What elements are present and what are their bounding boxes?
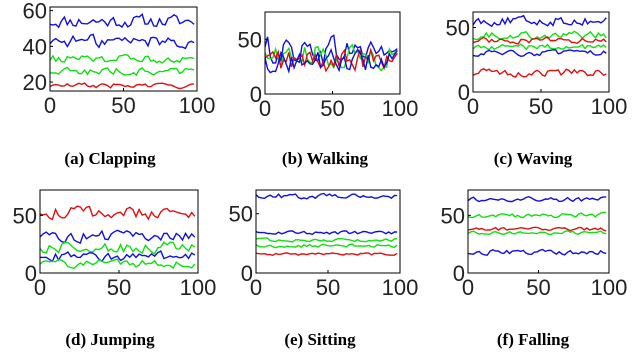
series-line-blue (39, 249, 196, 263)
series-line-green (264, 43, 398, 72)
series-line-green (255, 243, 398, 249)
x-tick-label: 100 (382, 96, 419, 121)
x-tick-label: 0 (44, 93, 56, 118)
series-line-green (49, 53, 195, 64)
x-tick-label: 0 (34, 275, 46, 300)
series-line-red (467, 226, 607, 232)
series-line-green (467, 211, 607, 219)
series-line-green (472, 43, 607, 51)
chart-panel: 0 50 100 0 50 (f) Falling (441, 189, 628, 349)
y-tick-label: 50 (238, 27, 262, 52)
series-line-red (472, 36, 607, 45)
panel-caption: (d) Jumping (65, 330, 155, 349)
series-line-blue (39, 229, 196, 245)
x-tick-label: 100 (179, 93, 216, 118)
series-line-red (39, 205, 196, 221)
panel-caption: (e) Sitting (284, 330, 356, 349)
x-tick-label: 50 (320, 96, 344, 121)
chart-panel: 0 50 100 0 50 (c) Waving (446, 11, 628, 168)
y-tick-label: 60 (23, 0, 47, 24)
x-tick-label: 100 (591, 275, 628, 300)
plot-area-frame (49, 6, 198, 92)
chart-panels: 0 50 100 20 40 60 (a) Clapping 0 50 100 0 50 (b) Wal… (13, 0, 628, 349)
panel-caption: (a) Clapping (64, 149, 156, 168)
series-line-green (39, 241, 196, 255)
y-tick-label: 20 (23, 70, 47, 95)
series-line-blue (472, 14, 607, 28)
chart-panel: 0 50 100 0 50 (b) Walking (238, 11, 419, 168)
series-line-green (467, 230, 607, 236)
series-line-red (472, 67, 607, 78)
y-tick-label: 40 (23, 34, 47, 59)
series-line-blue (467, 195, 607, 203)
x-tick-label: 50 (107, 275, 131, 300)
y-tick-label: 50 (446, 15, 470, 40)
y-tick-label: 0 (250, 82, 262, 107)
series-line-blue (264, 34, 398, 64)
y-tick-label: 50 (13, 203, 37, 228)
series-line-blue (264, 47, 398, 74)
chart-panel: 0 50 100 20 40 60 (a) Clapping (23, 0, 216, 168)
series-line-green (39, 258, 196, 270)
panel-caption: (c) Waving (494, 149, 573, 168)
y-tick-label: 0 (25, 261, 37, 286)
series-line-blue (255, 230, 398, 236)
x-tick-label: 100 (591, 94, 628, 119)
series-line-red (49, 82, 195, 90)
series-line-blue (49, 33, 195, 50)
series-line-blue (255, 192, 398, 200)
series-line-green (472, 30, 607, 41)
y-tick-label: 0 (241, 261, 253, 286)
x-tick-label: 50 (529, 94, 553, 119)
x-tick-label: 0 (259, 96, 271, 121)
panel-caption: (b) Walking (282, 149, 369, 168)
series-line-blue (467, 248, 607, 256)
x-tick-label: 0 (462, 275, 474, 300)
series-line-blue (49, 13, 195, 29)
x-tick-label: 0 (467, 94, 479, 119)
series-line-red (255, 252, 398, 257)
y-tick-label: 0 (458, 80, 470, 105)
x-tick-label: 100 (180, 275, 217, 300)
chart-panel: 0 50 100 0 50 (d) Jumping (13, 189, 217, 349)
y-tick-label: 0 (453, 261, 465, 286)
x-tick-label: 50 (526, 275, 550, 300)
x-tick-label: 50 (316, 275, 340, 300)
series-line-blue (472, 49, 607, 58)
y-tick-label: 50 (441, 203, 465, 228)
x-tick-label: 50 (111, 93, 135, 118)
plot-area-frame (467, 189, 610, 274)
x-tick-label: 100 (382, 275, 419, 300)
series-line-green (49, 66, 195, 77)
chart-panel: 0 50 100 0 50 (e) Sitting (229, 189, 419, 349)
y-tick-label: 50 (229, 202, 253, 227)
panel-caption: (f) Falling (497, 330, 570, 349)
series-line-green (255, 237, 398, 243)
x-tick-label: 0 (250, 275, 262, 300)
series-line-red (264, 47, 398, 73)
